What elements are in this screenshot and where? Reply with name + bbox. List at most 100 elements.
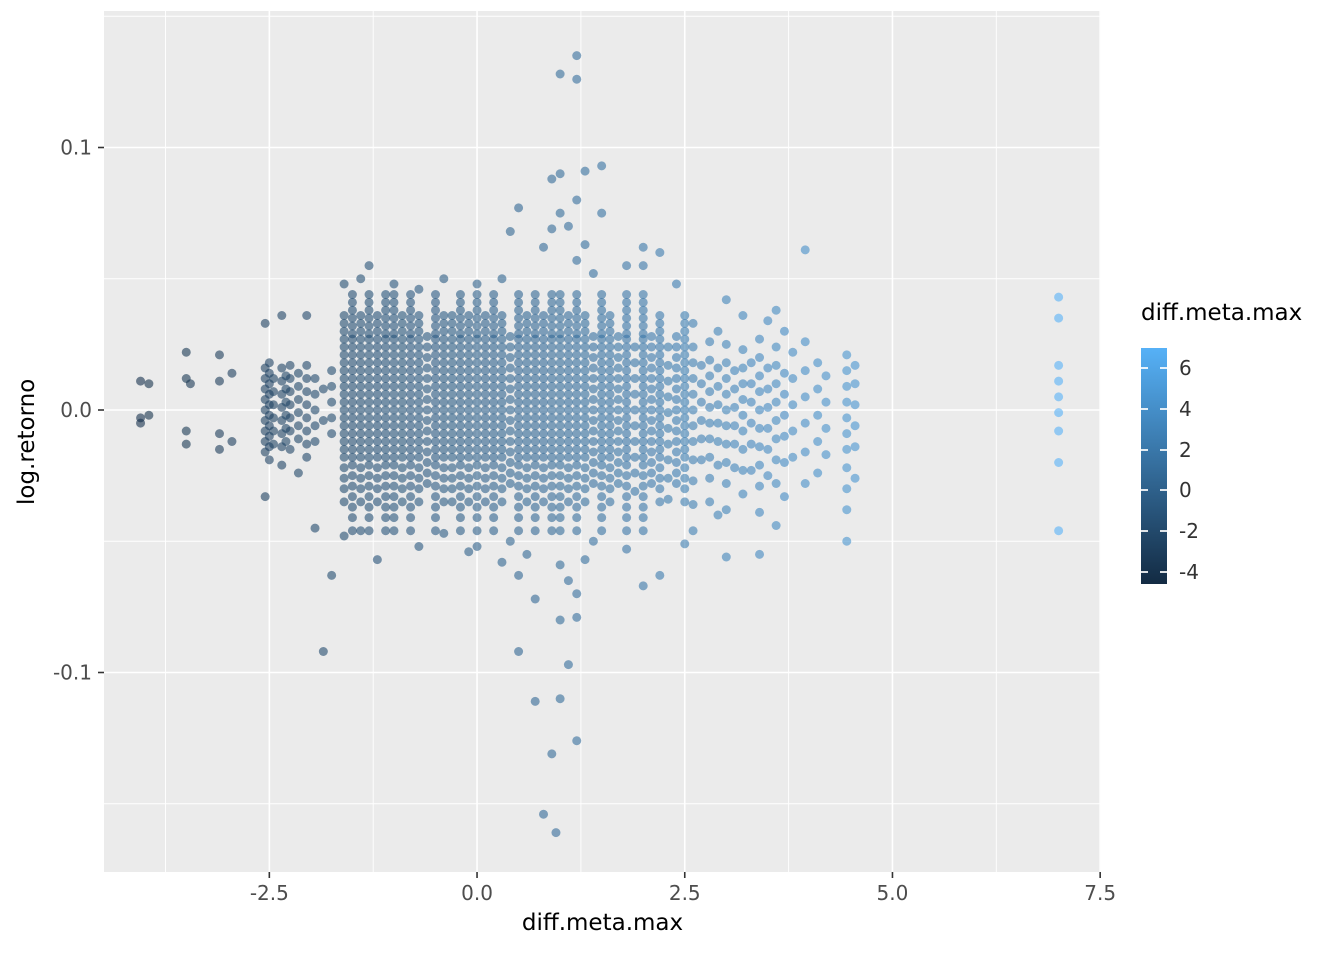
data-point xyxy=(705,473,715,483)
data-point xyxy=(497,326,507,336)
data-point xyxy=(522,452,532,462)
data-point xyxy=(480,452,490,462)
data-point xyxy=(1054,292,1064,302)
data-point xyxy=(572,471,582,481)
data-point xyxy=(530,350,540,360)
data-point xyxy=(638,366,648,376)
data-point xyxy=(771,479,781,488)
data-point xyxy=(447,413,457,423)
data-point xyxy=(555,321,565,331)
data-point xyxy=(738,379,748,389)
data-point xyxy=(364,366,374,376)
data-point xyxy=(755,481,765,491)
data-point xyxy=(597,502,607,512)
data-point xyxy=(505,395,515,404)
data-point xyxy=(800,447,810,457)
data-point xyxy=(464,413,474,423)
data-point xyxy=(514,437,524,446)
data-point xyxy=(381,513,391,523)
data-point xyxy=(381,334,391,344)
data-point xyxy=(671,384,681,394)
data-point xyxy=(547,526,557,536)
data-point xyxy=(514,374,524,383)
data-point xyxy=(547,389,557,399)
data-point xyxy=(372,421,382,431)
data-point xyxy=(389,342,399,352)
data-point xyxy=(555,405,565,415)
data-point xyxy=(638,581,648,591)
data-point xyxy=(381,526,391,536)
data-point xyxy=(842,484,852,494)
data-point xyxy=(347,429,357,439)
data-point xyxy=(327,570,337,580)
data-point xyxy=(455,350,465,360)
data-point xyxy=(514,389,524,399)
data-point xyxy=(327,381,337,391)
data-point xyxy=(356,405,366,415)
data-point xyxy=(572,74,582,84)
data-point xyxy=(464,437,474,446)
data-point xyxy=(422,437,432,446)
data-point xyxy=(472,366,482,376)
data-point xyxy=(746,397,756,407)
data-point xyxy=(547,444,557,454)
data-point xyxy=(613,468,623,478)
data-point xyxy=(688,342,698,352)
data-point xyxy=(680,413,690,423)
data-point xyxy=(472,542,482,551)
data-point xyxy=(364,321,374,331)
data-point xyxy=(447,350,457,360)
data-point xyxy=(680,484,690,494)
data-point xyxy=(455,305,465,315)
data-point xyxy=(472,389,482,399)
data-point xyxy=(655,413,665,423)
data-point xyxy=(339,421,349,431)
y-tick-label: 0.0 xyxy=(60,398,92,422)
data-point xyxy=(285,444,295,454)
data-point xyxy=(588,384,598,394)
data-point xyxy=(431,413,441,423)
data-point xyxy=(563,389,573,399)
data-point xyxy=(480,397,490,407)
data-point xyxy=(730,366,740,376)
data-point xyxy=(755,405,765,415)
data-point xyxy=(431,397,441,407)
data-point xyxy=(572,452,582,462)
data-point xyxy=(671,426,681,436)
data-point xyxy=(356,374,366,383)
data-point xyxy=(480,463,490,473)
data-point xyxy=(688,500,698,509)
data-point xyxy=(347,290,357,299)
data-point xyxy=(680,429,690,439)
data-point xyxy=(638,481,648,491)
data-point xyxy=(364,290,374,299)
data-point xyxy=(547,313,557,323)
data-point xyxy=(364,334,374,344)
data-point xyxy=(414,397,424,407)
data-point xyxy=(514,421,524,431)
data-point xyxy=(597,526,607,536)
data-point xyxy=(647,405,657,415)
data-point xyxy=(655,397,665,407)
data-point xyxy=(713,460,723,470)
data-point xyxy=(547,334,557,344)
data-point xyxy=(397,358,407,368)
data-point xyxy=(613,384,623,394)
data-point xyxy=(530,594,540,604)
data-point xyxy=(563,484,573,494)
data-point xyxy=(539,397,549,407)
data-point xyxy=(755,371,765,381)
data-point xyxy=(680,358,690,368)
data-point xyxy=(555,471,565,481)
data-point xyxy=(563,334,573,344)
data-point xyxy=(721,421,731,431)
data-point xyxy=(455,513,465,523)
data-point xyxy=(563,221,573,231)
data-point xyxy=(406,460,416,470)
data-point xyxy=(364,452,374,462)
data-point xyxy=(597,366,607,376)
data-point xyxy=(1054,526,1064,536)
data-point xyxy=(655,311,665,320)
data-point xyxy=(381,437,391,446)
data-point xyxy=(555,69,565,79)
